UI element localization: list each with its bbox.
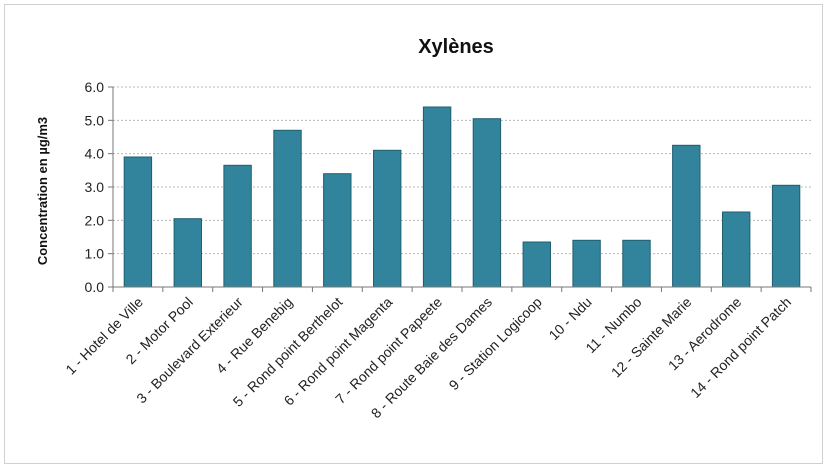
chart-frame: Xylènes Concentration en µg/m3 0.0 1.0 2.0…	[4, 4, 823, 464]
bar	[472, 118, 502, 288]
bar	[373, 149, 402, 288]
bar	[622, 239, 651, 288]
bar	[522, 241, 551, 288]
bar	[323, 173, 352, 288]
bar	[273, 129, 302, 288]
y-tick-label: 6.0	[85, 79, 105, 95]
y-tick-label: 5.0	[85, 112, 105, 128]
y-tick-label: 2.0	[85, 212, 105, 228]
gridlines	[108, 86, 812, 292]
chart-area: Xylènes Concentration en µg/m3 0.0 1.0 2.0…	[35, 36, 812, 422]
bar	[123, 156, 153, 288]
y-axis-label: Concentration en µg/m3	[35, 117, 50, 265]
chart-title: Xylènes	[418, 36, 494, 58]
bar	[173, 218, 203, 288]
x-tick-label: 14 - Rond point Patch	[687, 294, 794, 401]
bar	[771, 184, 801, 288]
x-tick-label: 9 - Station Logicoop	[446, 294, 546, 394]
y-tick-labels: 0.0 1.0 2.0 3.0 4.0 5.0 6.0	[85, 79, 105, 295]
bars	[123, 106, 801, 288]
bar	[672, 144, 701, 288]
bar	[422, 106, 452, 288]
axes	[112, 87, 811, 288]
bar	[572, 239, 601, 288]
y-tick-label: 1.0	[85, 246, 105, 262]
y-tick-label: 4.0	[85, 146, 105, 162]
bar	[223, 164, 252, 288]
x-tick-label: 10 - Ndu	[545, 294, 594, 343]
y-tick-label: 0.0	[85, 279, 105, 295]
bar	[722, 211, 751, 288]
y-tick-label: 3.0	[85, 179, 105, 195]
